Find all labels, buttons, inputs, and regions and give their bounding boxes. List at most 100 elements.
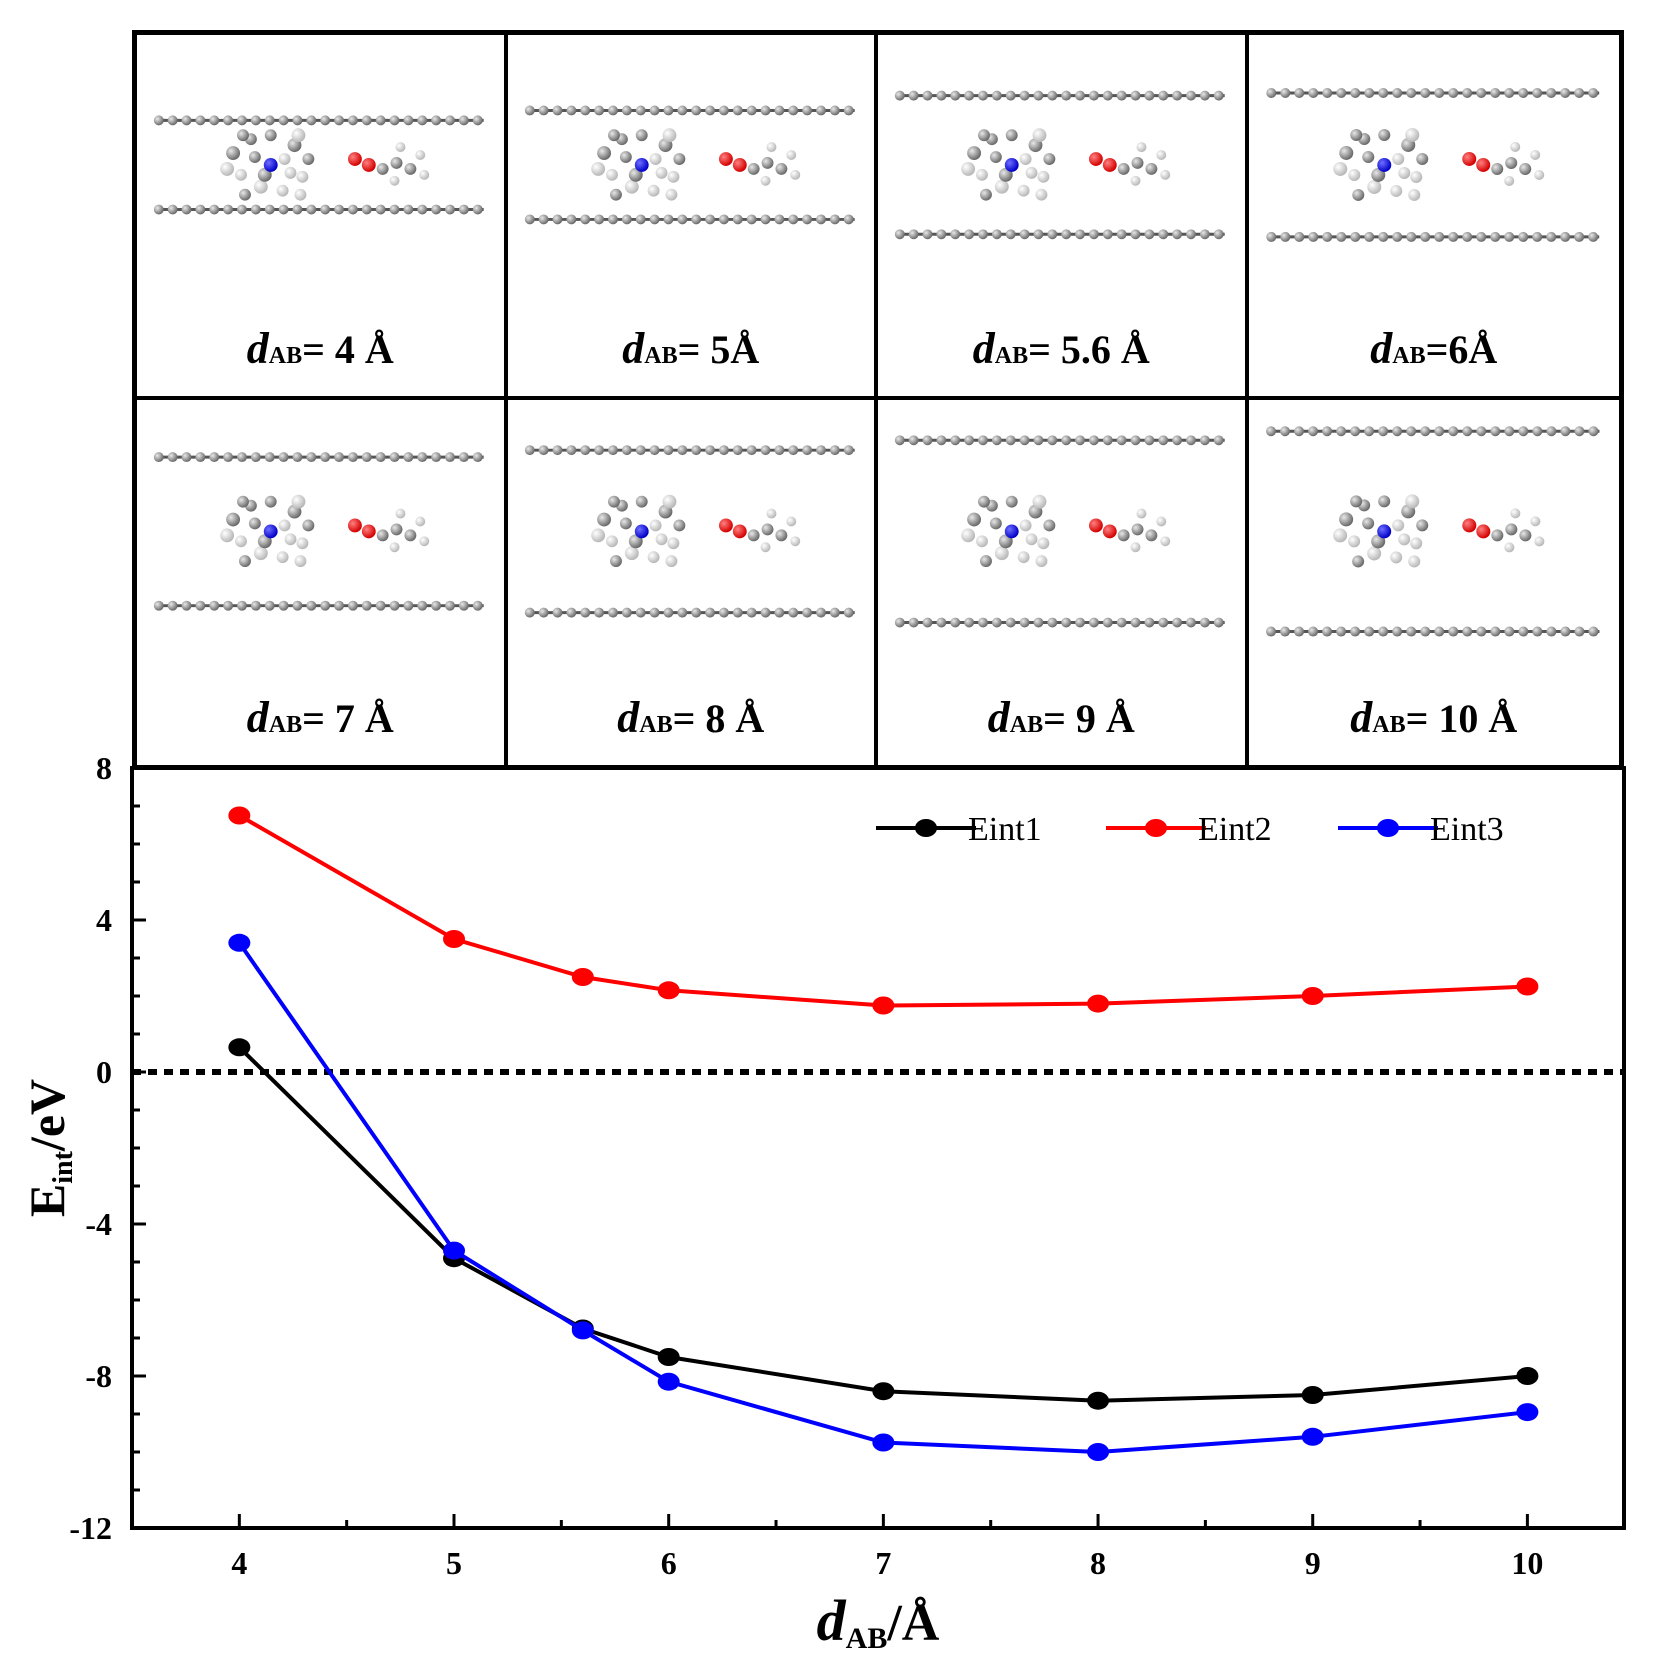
panel-label-d: d [622, 324, 645, 373]
molecule-structure [153, 115, 484, 215]
panel-label-sub: AB [1372, 712, 1406, 738]
panel-label-value: = 8 Å [672, 696, 765, 741]
ion-pair [1332, 127, 1544, 201]
structure-panel: dAB= 9 Å [878, 400, 1249, 765]
data-point-Eint3 [1516, 1403, 1539, 1422]
series-line-Eint1 [237, 1045, 1528, 1403]
data-point-Eint3 [571, 1321, 594, 1340]
x-tick-label: 6 [661, 1545, 677, 1581]
panel-label: dAB= 7 Å [137, 692, 504, 743]
x-tick-label: 5 [446, 1545, 462, 1581]
data-point-Eint1 [872, 1382, 895, 1401]
panel-label-sub: AB [1392, 343, 1426, 369]
data-point-Eint2 [1087, 994, 1110, 1013]
data-point-Eint2 [443, 930, 466, 948]
x-tick-label: 8 [1090, 1545, 1106, 1581]
panel-label: dAB= 10 Å [1249, 692, 1620, 743]
structure-panel: dAB= 4 Å [137, 35, 508, 400]
data-point-Eint2 [228, 806, 251, 825]
graphene-sheets [153, 452, 484, 611]
data-point-Eint3 [1301, 1427, 1324, 1446]
data-point-Eint1 [1087, 1391, 1110, 1410]
series-line-Eint2 [238, 813, 1528, 1008]
y-tick-label: -4 [85, 1206, 112, 1242]
y-tick-label: 8 [96, 750, 112, 786]
graphene-sheets [894, 435, 1225, 628]
structure-panel: dAB=6Å [1248, 35, 1620, 400]
molecule-structure [1265, 87, 1599, 242]
panel-label: dAB= 5Å [508, 323, 875, 374]
molecule-structure [894, 90, 1225, 240]
ion-pair [220, 128, 430, 201]
data-point-Eint1 [1301, 1386, 1324, 1404]
panel-label: dAB= 5.6 Å [878, 323, 1245, 374]
graphene-sheets [1265, 87, 1599, 242]
x-tick-label: 7 [875, 1545, 891, 1581]
panel-label-value: = 4 Å [302, 327, 394, 372]
graphene-sheets [524, 105, 855, 225]
ion-pair [961, 494, 1171, 568]
y-tick-label: 4 [96, 902, 112, 938]
ion-pair [220, 494, 430, 568]
graphene-sheets [524, 445, 855, 618]
graphene-sheets [153, 115, 484, 215]
structure-panel: dAB= 5Å [507, 35, 878, 400]
panel-label-sub: AB [268, 712, 303, 738]
panel-label-d: d [987, 693, 1010, 742]
molecule-structure [524, 105, 855, 225]
panel-label-d: d [1350, 693, 1373, 742]
legend-label: Eint1 [968, 811, 1042, 848]
panel-label-d: d [246, 693, 269, 742]
y-tick-label: 0 [96, 1054, 112, 1090]
molecule-structure [1265, 426, 1599, 637]
graphene-sheets [1265, 426, 1599, 637]
panel-label-sub: AB [639, 712, 673, 738]
x-axis-label: dAB/Å [817, 1588, 940, 1655]
x-tick-label: 4 [231, 1545, 247, 1581]
graphene-sheets [894, 90, 1225, 240]
data-point-Eint3 [228, 933, 251, 952]
ion-pair [590, 494, 800, 568]
legend-label: Eint3 [1430, 811, 1504, 848]
panel-label-d: d [246, 324, 269, 373]
y-axis-label: Eint/eV [19, 1079, 79, 1217]
data-point-Eint2 [872, 996, 895, 1015]
data-point-Eint1 [657, 1348, 680, 1366]
panel-label-sub: AB [268, 343, 303, 369]
panel-label: dAB=6Å [1249, 323, 1620, 374]
legend-marker-Eint1 [915, 819, 937, 837]
structure-panel: dAB= 5.6 Å [878, 35, 1249, 400]
data-point-Eint2 [1516, 977, 1539, 996]
molecule-structure [524, 445, 855, 618]
series-line-Eint3 [237, 941, 1528, 1455]
ion-pair [1332, 494, 1544, 568]
panel-label-d: d [972, 324, 995, 373]
legend-marker-Eint3 [1377, 819, 1399, 837]
data-point-Eint3 [443, 1241, 466, 1260]
panel-label: dAB= 9 Å [878, 692, 1245, 743]
data-point-Eint2 [571, 968, 594, 986]
panel-label-value: = 10 Å [1405, 696, 1518, 741]
panel-label-sub: AB [1009, 712, 1044, 738]
panel-label-sub: AB [994, 343, 1029, 369]
data-point-Eint3 [872, 1433, 895, 1452]
data-point-Eint2 [1301, 987, 1324, 1005]
panel-label-value: = 7 Å [302, 696, 394, 741]
molecule-structure [894, 435, 1225, 628]
y-tick-label: -12 [69, 1510, 112, 1546]
structure-panel: dAB= 8 Å [508, 400, 878, 765]
panel-label-value: = 5Å [677, 327, 760, 372]
legend-label: Eint2 [1198, 811, 1272, 848]
panel-label-value: = 5.6 Å [1028, 327, 1150, 372]
data-point-Eint1 [228, 1038, 251, 1057]
legend-marker-Eint2 [1145, 819, 1167, 837]
data-point-Eint1 [1516, 1367, 1539, 1385]
x-tick-label: 9 [1305, 1545, 1321, 1581]
panel-label: dAB= 8 Å [508, 692, 875, 743]
structure-panel: dAB= 10 Å [1249, 400, 1620, 765]
molecule-structure [153, 452, 484, 611]
x-tick-label: 10 [1511, 1545, 1543, 1581]
structure-panel: dAB= 7 Å [137, 400, 508, 765]
